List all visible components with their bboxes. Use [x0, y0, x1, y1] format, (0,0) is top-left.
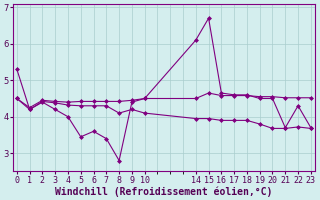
X-axis label: Windchill (Refroidissement éolien,°C): Windchill (Refroidissement éolien,°C)	[55, 186, 273, 197]
